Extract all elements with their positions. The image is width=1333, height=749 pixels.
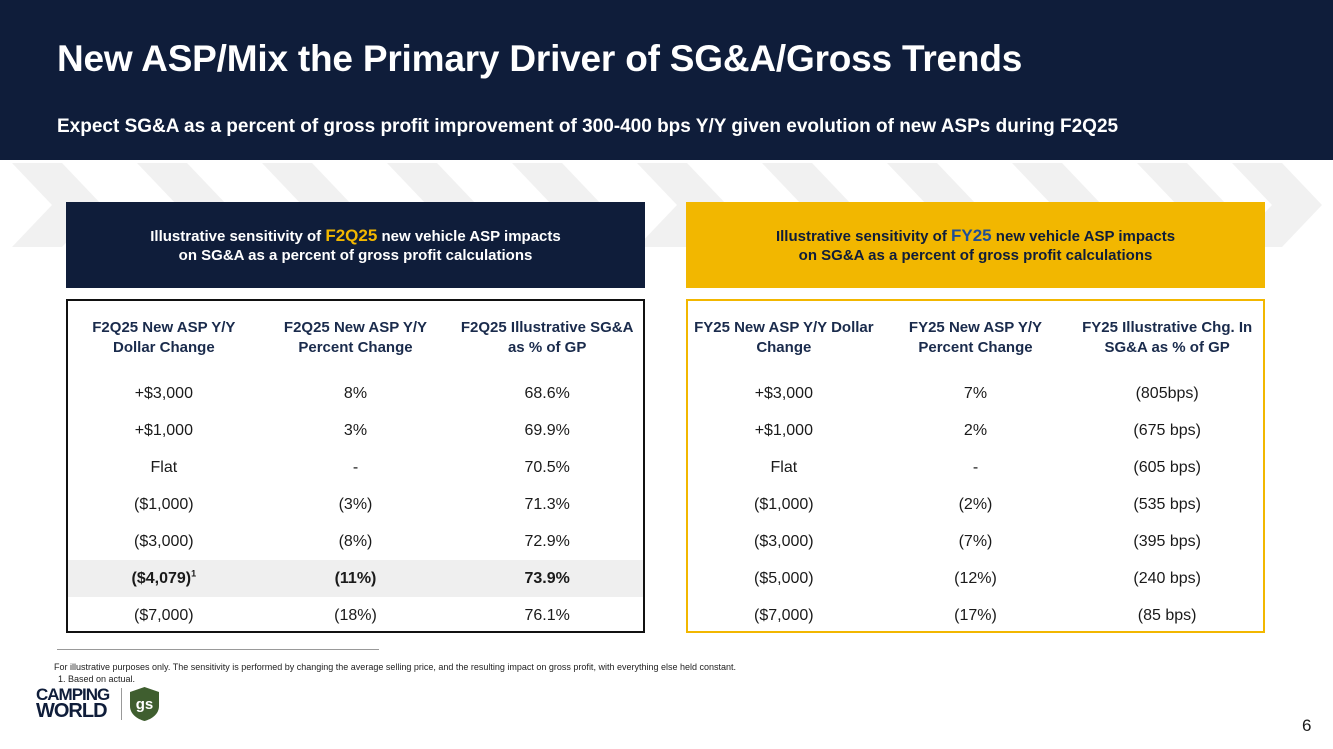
column-header: FY25 New ASP Y/Y Percent Change <box>908 319 1043 356</box>
table-row: ($1,000) (3%) 71.3% <box>68 486 643 523</box>
table-cell: 3% <box>343 421 368 439</box>
table-cell: +$3,000 <box>134 384 193 402</box>
logo-text-line2: WORLD <box>36 700 108 722</box>
table-row-highlighted: ($4,079)1 (11%) 73.9% <box>68 560 643 597</box>
footnote-divider <box>57 649 379 650</box>
logo-gs-text: gs <box>136 696 154 713</box>
heading-period-highlight: FY25 <box>951 225 992 245</box>
table-cell: (7%) <box>958 532 993 550</box>
table-row: ($7,000) (18%) 76.1% <box>68 597 643 634</box>
table-cell: - <box>352 458 359 476</box>
table-cell: (675 bps) <box>1133 421 1201 439</box>
heading-text: Illustrative sensitivity of <box>150 227 326 245</box>
table-cell: (605 bps) <box>1133 458 1201 476</box>
table-cell: +$1,000 <box>754 421 813 439</box>
footnote-disclaimer: For illustrative purposes only. The sens… <box>54 662 737 672</box>
table-cell: (805bps) <box>1135 384 1199 402</box>
table-row: ($1,000) (2%) (535 bps) <box>688 486 1263 523</box>
table-cell: 68.6% <box>524 384 570 402</box>
footnote-1: 1. Based on actual. <box>58 674 136 684</box>
page-subtitle: Expect SG&A as a percent of gross profit… <box>57 116 1119 137</box>
heading-text-line2: on SG&A as a percent of gross profit cal… <box>798 246 1153 264</box>
heading-text: Illustrative sensitivity of <box>775 227 951 245</box>
table-row: +$3,000 7% (805bps) <box>688 375 1263 412</box>
column-header: FY25 New ASP Y/Y Dollar Change <box>694 319 874 356</box>
table-row: +$1,000 3% 69.9% <box>68 412 643 449</box>
table-cell: ($3,000) <box>754 532 814 550</box>
table-cell: (3%) <box>338 495 373 513</box>
table-cell: 70.5% <box>524 458 570 476</box>
table-cell: 8% <box>343 384 368 402</box>
table-cell: ($1,000) <box>134 495 194 513</box>
table-cell: (2%) <box>958 495 993 513</box>
table-cell: Flat <box>150 458 178 476</box>
heading-text: new vehicle ASP impacts <box>991 227 1176 245</box>
f2q25-sensitivity-heading: Illustrative sensitivity of F2Q25 new ve… <box>66 202 645 288</box>
fy25-sensitivity-table: FY25 New ASP Y/Y Dollar Change FY25 New … <box>686 299 1265 633</box>
table-header-row: FY25 New ASP Y/Y Dollar Change FY25 New … <box>688 301 1263 375</box>
table-row: ($3,000) (8%) 72.9% <box>68 523 643 560</box>
table-cell: - <box>972 458 979 476</box>
table-cell: 7% <box>963 384 988 402</box>
table-cell: (17%) <box>954 606 997 624</box>
logo-divider <box>121 688 122 720</box>
good-sam-logo: gs <box>130 687 159 721</box>
table-cell: ($3,000) <box>134 532 194 550</box>
table-row: ($3,000) (7%) (395 bps) <box>688 523 1263 560</box>
table-cell: (18%) <box>334 606 377 624</box>
title-banner: New ASP/Mix the Primary Driver of SG&A/G… <box>0 0 1333 160</box>
table-cell: ($5,000) <box>754 569 814 587</box>
column-header: FY25 Illustrative Chg. In SG&A as % of G… <box>1082 319 1253 356</box>
table-cell: (8%) <box>338 532 373 550</box>
table-cell: 2% <box>963 421 988 439</box>
heading-period-highlight: F2Q25 <box>325 225 378 245</box>
table-cell: 69.9% <box>524 421 570 439</box>
table-cell: (12%) <box>954 569 997 587</box>
table-cell: (240 bps) <box>1133 569 1201 587</box>
table-cell: +$3,000 <box>754 384 813 402</box>
table-cell: ($7,000) <box>754 606 814 624</box>
table-cell: (11%) <box>259 560 452 597</box>
cell-value: ($4,079) <box>131 569 192 587</box>
column-header: F2Q25 New ASP Y/Y Percent Change <box>283 319 428 356</box>
column-header: F2Q25 Illustrative SG&A as % of GP <box>460 319 634 356</box>
table-cell: Flat <box>770 458 798 476</box>
page-title: New ASP/Mix the Primary Driver of SG&A/G… <box>57 38 1023 79</box>
table-cell: ($4,079)1 <box>68 560 260 597</box>
table-row: ($5,000) (12%) (240 bps) <box>688 560 1263 597</box>
f2q25-sensitivity-table: F2Q25 New ASP Y/Y Dollar Change F2Q25 Ne… <box>66 299 645 633</box>
table-header-row: F2Q25 New ASP Y/Y Dollar Change F2Q25 Ne… <box>68 301 643 375</box>
table-cell: (395 bps) <box>1133 532 1201 550</box>
table-cell: 73.9% <box>451 560 643 597</box>
heading-text: new vehicle ASP impacts <box>377 227 561 245</box>
table-row: +$1,000 2% (675 bps) <box>688 412 1263 449</box>
table-row: ($7,000) (17%) (85 bps) <box>688 597 1263 634</box>
fy25-sensitivity-heading: Illustrative sensitivity of FY25 new veh… <box>686 202 1265 288</box>
heading-text-line2: on SG&A as a percent of gross profit cal… <box>178 246 533 264</box>
footnote-marker: 1 <box>191 568 197 579</box>
table-cell: 72.9% <box>524 532 570 550</box>
table-cell: 71.3% <box>524 495 570 513</box>
column-header: F2Q25 New ASP Y/Y Dollar Change <box>92 319 236 356</box>
table-row: +$3,000 8% 68.6% <box>68 375 643 412</box>
table-row: Flat - 70.5% <box>68 449 643 486</box>
table-cell: 76.1% <box>524 606 570 624</box>
table-cell: +$1,000 <box>134 421 193 439</box>
table-cell: (535 bps) <box>1133 495 1201 513</box>
camping-world-logo: CAMPING WORLD <box>36 685 110 722</box>
page-number: 6 <box>1302 716 1312 735</box>
table-cell: (85 bps) <box>1137 606 1197 624</box>
table-cell: ($1,000) <box>754 495 814 513</box>
table-row: Flat - (605 bps) <box>688 449 1263 486</box>
table-cell: ($7,000) <box>134 606 194 624</box>
logo-text-line1: CAMPING <box>36 685 110 704</box>
